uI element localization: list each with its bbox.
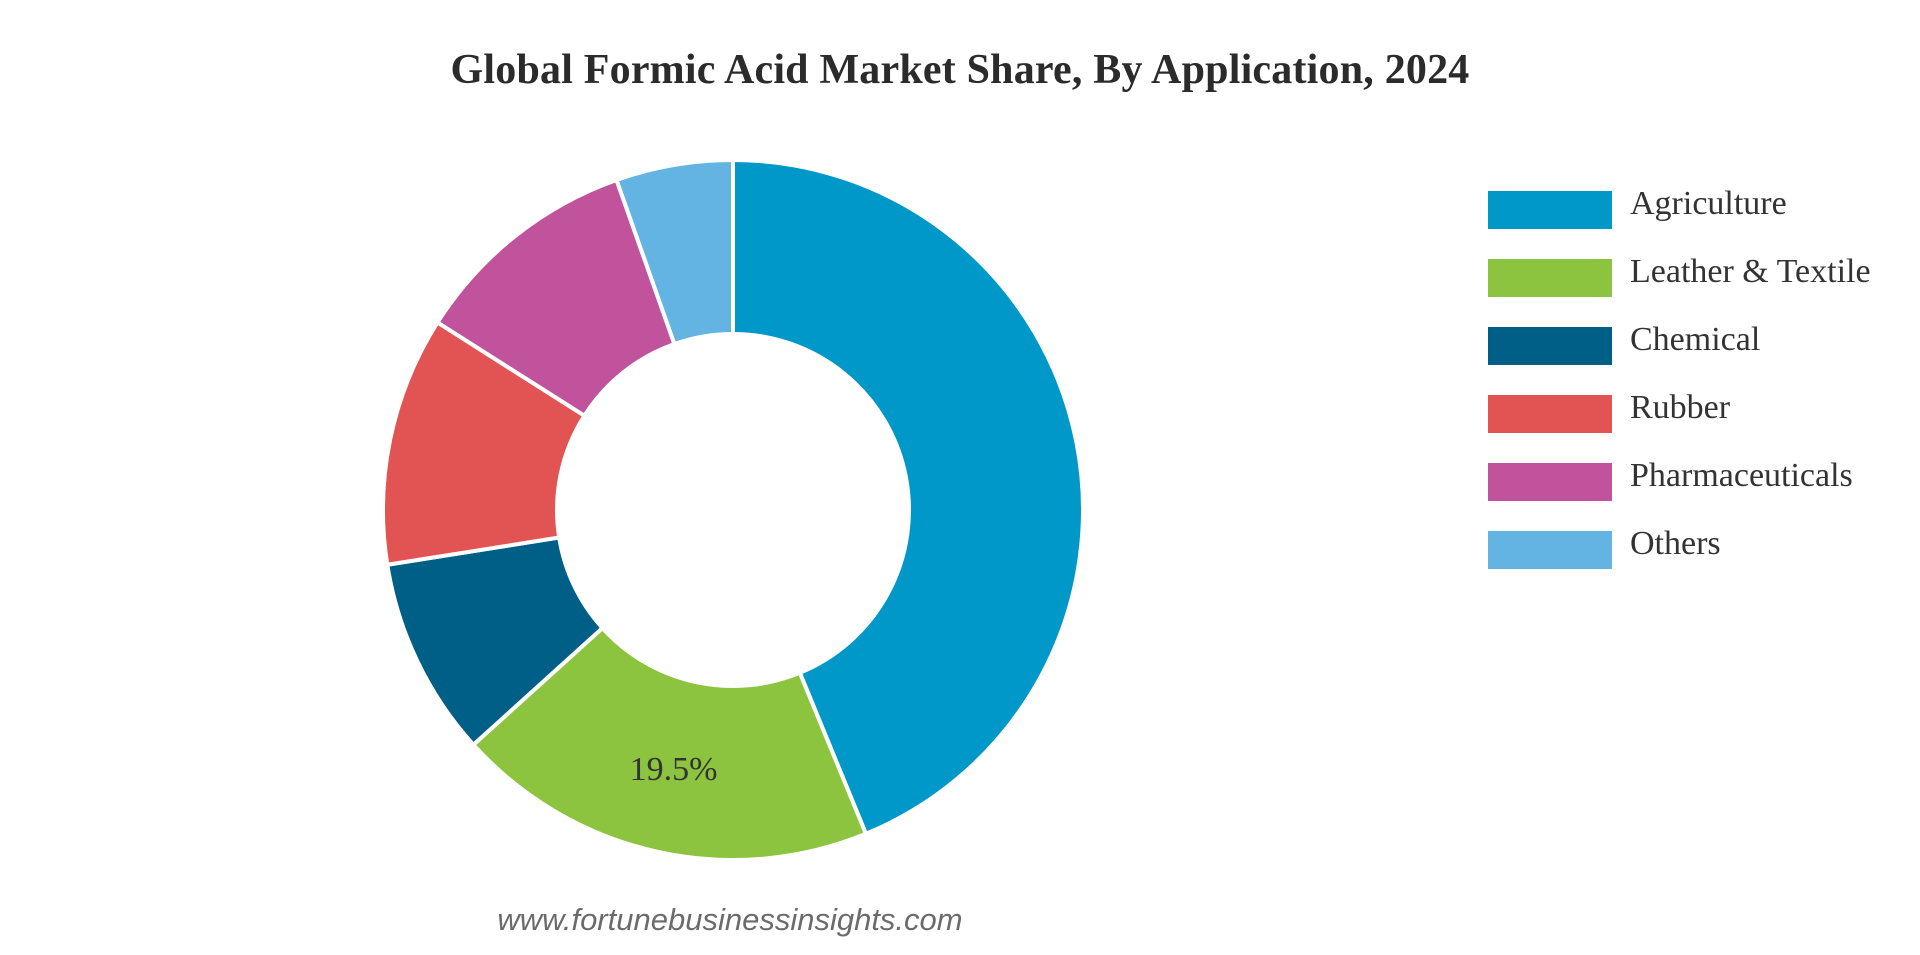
data-label: 19.5% <box>630 751 718 788</box>
chart-title: Global Formic Acid Market Share, By Appl… <box>450 47 1470 93</box>
chart-legend: Agriculture Leather & Textile Chemical Rubb… <box>1488 183 1908 591</box>
legend-item: Pharmaceuticals <box>1488 455 1908 523</box>
legend-swatch <box>1488 531 1612 569</box>
legend-label: Others <box>1630 525 1721 562</box>
legend-label: Agriculture <box>1630 185 1787 222</box>
legend-item: Others <box>1488 523 1908 591</box>
legend-swatch <box>1488 395 1612 433</box>
legend-swatch <box>1488 191 1612 229</box>
legend-swatch <box>1488 327 1612 365</box>
legend-item: Chemical <box>1488 319 1908 387</box>
legend-item: Rubber <box>1488 387 1908 455</box>
legend-label: Leather & Textile <box>1630 253 1871 290</box>
legend-label: Chemical <box>1630 321 1761 358</box>
donut-chart: 19.5% <box>381 158 1085 862</box>
donut-slice-agriculture <box>731 158 1085 836</box>
legend-swatch <box>1488 259 1612 297</box>
donut-slice-leather-textile <box>471 626 868 862</box>
legend-label: Rubber <box>1630 389 1731 426</box>
legend-item: Agriculture <box>1488 183 1908 251</box>
legend-swatch <box>1488 463 1612 501</box>
legend-label: Pharmaceuticals <box>1630 457 1853 494</box>
donut-slice-rubber <box>381 320 587 567</box>
donut-slice-others <box>614 158 735 347</box>
source-text: www.fortunebusinessinsights.com <box>497 902 963 937</box>
legend-item: Leather & Textile <box>1488 251 1908 319</box>
